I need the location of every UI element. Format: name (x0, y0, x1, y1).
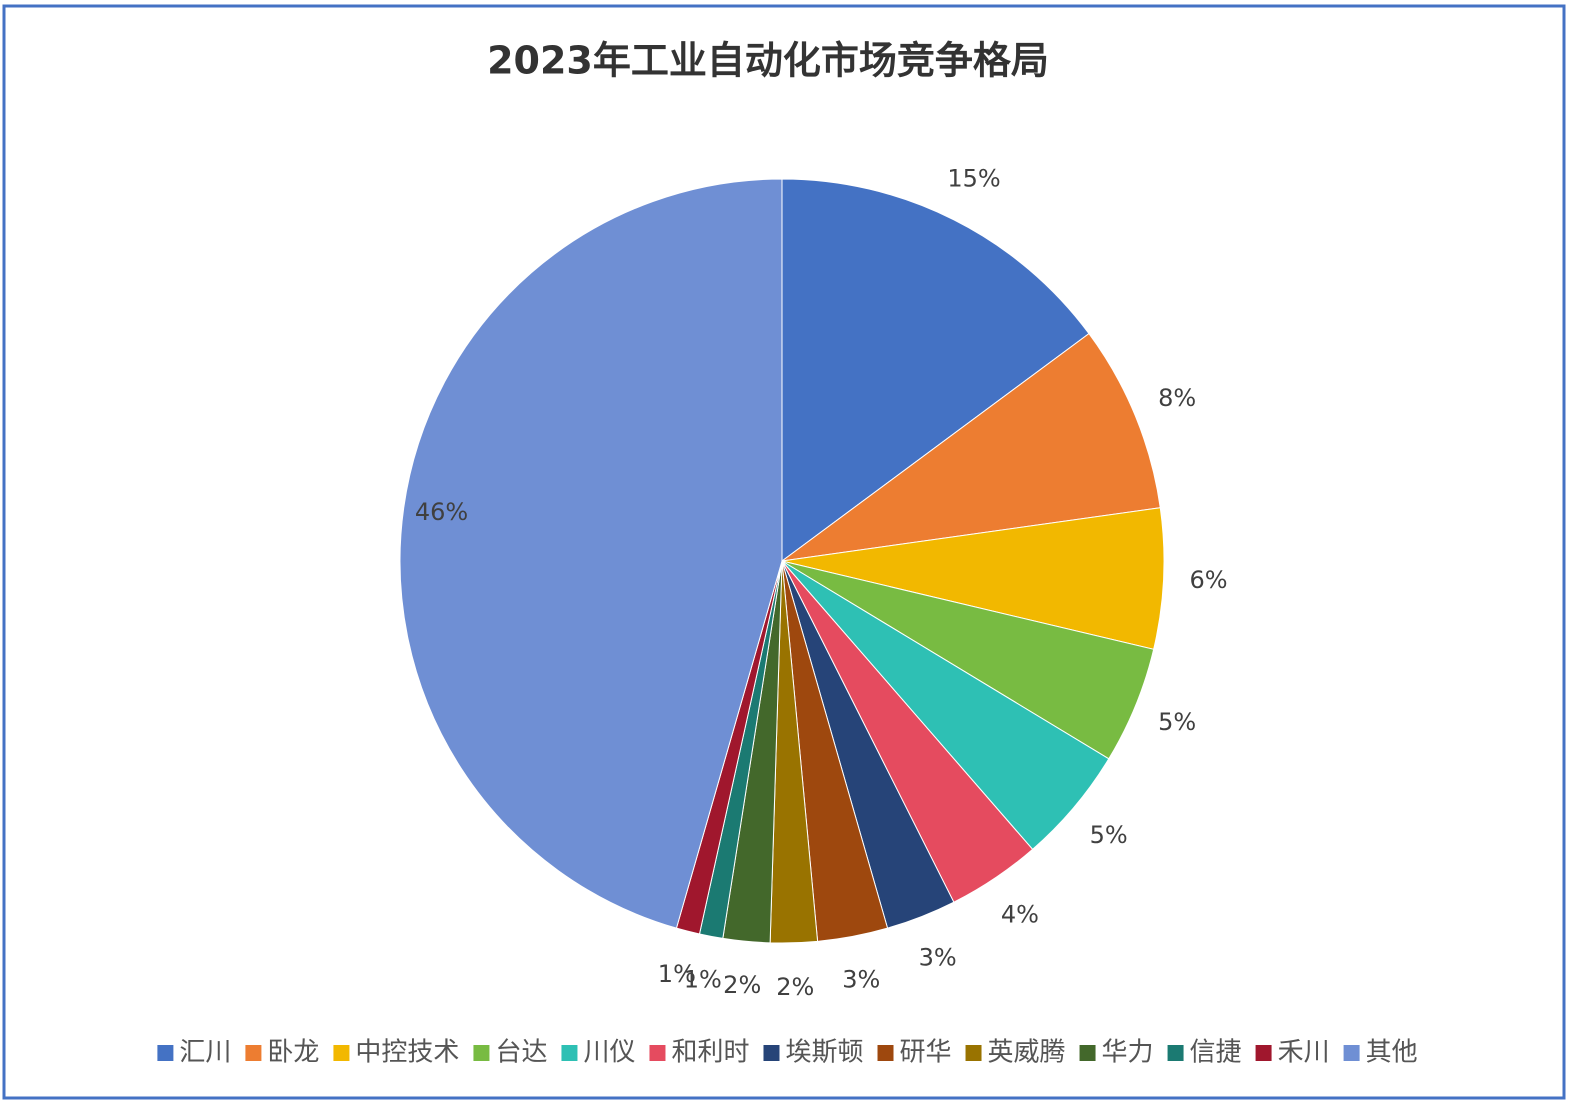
legend-swatch (245, 1045, 262, 1061)
legend-label: 华力 (1102, 1038, 1154, 1068)
pie-slice (399, 178, 783, 929)
data-label: 3% (842, 966, 880, 994)
data-label: 4% (1001, 901, 1039, 929)
legend-label: 埃斯顿 (785, 1038, 863, 1068)
legend-swatch (561, 1045, 578, 1061)
pie-slice (781, 507, 1165, 650)
legend-swatch (473, 1045, 490, 1061)
data-label: 2% (776, 973, 814, 1001)
legend-swatch (763, 1045, 780, 1061)
legend-label: 禾川 (1278, 1038, 1330, 1068)
data-label: 6% (1189, 566, 1227, 594)
legend-label: 研华 (900, 1038, 952, 1068)
data-label: 15% (947, 165, 1000, 193)
legend-label: 川仪 (583, 1038, 635, 1068)
legend-swatch (1079, 1045, 1096, 1061)
legend-swatch (157, 1045, 174, 1061)
pie-slice (781, 178, 1090, 562)
data-label: 5% (1158, 708, 1196, 736)
data-label: 46% (415, 498, 468, 526)
data-label: 1% (658, 960, 696, 988)
legend-label: 信捷 (1190, 1038, 1242, 1068)
data-label: 1% (684, 966, 722, 994)
legend-swatch (1343, 1045, 1360, 1061)
chart-title: 2023年工业自动化市场竞争格局 (487, 39, 1049, 83)
legend-swatch (965, 1045, 982, 1061)
legend-swatch (1255, 1045, 1272, 1061)
data-label: 5% (1090, 821, 1128, 849)
legend-swatch (649, 1045, 666, 1061)
legend-label: 其他 (1366, 1038, 1418, 1068)
data-label: 8% (1158, 384, 1196, 412)
legend-swatch (1167, 1045, 1184, 1061)
legend-label: 汇川 (179, 1038, 231, 1068)
pie-slice (781, 332, 1161, 562)
legend-swatch (333, 1045, 350, 1061)
legend-label: 台达 (495, 1038, 547, 1068)
legend-label: 英威腾 (988, 1038, 1066, 1068)
legend-label: 和利时 (671, 1038, 749, 1068)
data-label: 3% (919, 944, 957, 972)
legend: 汇川 卧龙 中控技术 台达 川仪 和利时 埃斯顿 研华 英威腾 华力 信捷 禾川 其他 (157, 1038, 1418, 1068)
legend-swatch (877, 1045, 894, 1061)
legend-label: 卧龙 (267, 1038, 319, 1068)
legend-label: 中控技术 (355, 1038, 459, 1068)
data-label: 2% (723, 971, 761, 999)
